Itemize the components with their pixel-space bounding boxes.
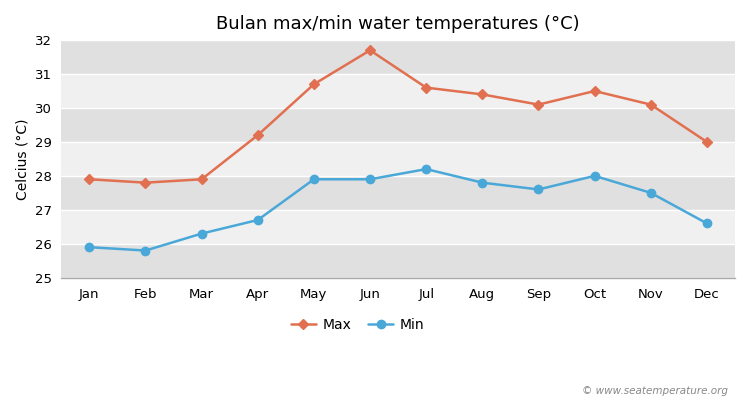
Min — [310, 177, 319, 182]
Min — [141, 248, 150, 253]
Max — [365, 48, 374, 53]
Line: Max: Max — [86, 47, 710, 186]
Min — [478, 180, 487, 185]
Max — [646, 102, 656, 107]
Y-axis label: Celcius (°C): Celcius (°C) — [15, 118, 29, 200]
Bar — [62, 142, 735, 176]
Min — [85, 245, 94, 250]
Max — [310, 82, 319, 87]
Min — [646, 190, 656, 195]
Line: Min: Min — [86, 165, 711, 255]
Bar — [62, 176, 735, 210]
Bar — [62, 244, 735, 278]
Min — [534, 187, 543, 192]
Min — [197, 231, 206, 236]
Bar — [62, 108, 735, 142]
Bar — [62, 74, 735, 108]
Max — [197, 177, 206, 182]
Min — [703, 221, 712, 226]
Max — [590, 89, 599, 94]
Bar — [62, 210, 735, 244]
Max — [478, 92, 487, 97]
Text: © www.seatemperature.org: © www.seatemperature.org — [581, 386, 728, 396]
Max — [141, 180, 150, 185]
Min — [365, 177, 374, 182]
Legend: Max, Min: Max, Min — [285, 312, 430, 337]
Min — [422, 167, 430, 172]
Max — [422, 85, 430, 90]
Title: Bulan max/min water temperatures (°C): Bulan max/min water temperatures (°C) — [216, 15, 580, 33]
Max — [534, 102, 543, 107]
Bar — [62, 40, 735, 74]
Min — [590, 174, 599, 178]
Max — [254, 133, 262, 138]
Min — [254, 218, 262, 222]
Max — [85, 177, 94, 182]
Max — [703, 140, 712, 144]
